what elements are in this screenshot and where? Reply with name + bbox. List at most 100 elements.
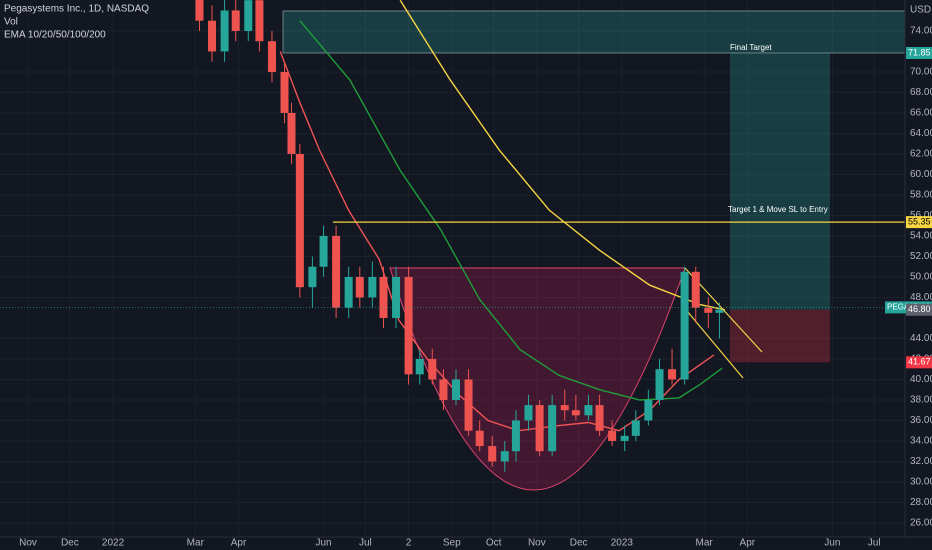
candle-body	[668, 369, 677, 380]
candle-body	[415, 358, 424, 375]
candle-body	[524, 405, 533, 421]
price-tag	[906, 216, 932, 229]
candle-body	[255, 0, 264, 42]
y-tick-label: 64.00	[910, 128, 932, 139]
y-tick-label: 34.00	[910, 436, 932, 447]
y-tick-label: 58.00	[910, 190, 932, 201]
candle-body	[195, 0, 204, 21]
stop-zone	[730, 309, 830, 363]
ema-line	[399, 0, 726, 311]
candle-body	[644, 399, 653, 421]
candle-body	[355, 276, 364, 298]
y-tick-label: 32.00	[910, 456, 932, 467]
y-tick-label: 56.00	[910, 210, 932, 221]
candle-body	[535, 405, 544, 452]
candle-body	[655, 369, 664, 400]
ema-line	[279, 51, 715, 432]
y-tick-label: 68.00	[910, 87, 932, 98]
price-tag	[906, 356, 932, 369]
candle-body	[368, 276, 377, 298]
candle-body	[231, 10, 240, 31]
y-tick-label: 38.00	[910, 395, 932, 406]
x-tick-label: Jul	[868, 538, 881, 549]
ema-line	[299, 20, 723, 401]
candle-body	[500, 451, 509, 462]
chart-title: Pegasystems Inc., 1D, NASDAQ	[4, 4, 149, 15]
x-tick-label: Mar	[696, 538, 714, 549]
candle-body	[704, 307, 713, 313]
candle-body	[267, 41, 276, 72]
candle-body	[439, 379, 448, 400]
price-tag-label: 55.35	[908, 216, 931, 226]
x-tick-label: 2	[406, 538, 412, 549]
candle-body	[344, 276, 353, 308]
y-tick-label: 74.00	[910, 26, 932, 37]
y-tick-label: 40.00	[910, 374, 932, 385]
y-tick-label: 70.00	[910, 67, 932, 78]
right-axis: 26.00 28.00 30.00 32.00 34.00 36.00 38.00 40.00…	[885, 26, 932, 529]
candles	[195, 0, 724, 472]
candle-body	[220, 10, 229, 52]
candle-body	[715, 309, 724, 313]
x-tick-label: Mar	[187, 538, 205, 549]
channel-lower	[681, 304, 744, 379]
x-tick-label: 2022	[102, 538, 125, 549]
y-tick-label: 36.00	[910, 415, 932, 426]
y-tick-label: 48.00	[910, 292, 932, 303]
x-tick-label: Jul	[359, 538, 372, 549]
x-tick-label: Nov	[528, 538, 546, 549]
price-tag	[906, 303, 932, 316]
candle-body	[691, 271, 700, 308]
candle-body	[464, 379, 473, 431]
candle-body	[631, 420, 640, 436]
y-tick-label: 52.00	[910, 251, 932, 262]
x-tick-label: 2023	[611, 538, 634, 549]
candle-body	[280, 71, 289, 113]
symbol-tag	[885, 301, 906, 314]
candle-body	[295, 153, 304, 288]
y-tick-label: 28.00	[910, 497, 932, 508]
candle-body	[308, 266, 317, 288]
x-tick-label: Apr	[231, 538, 247, 549]
candle-body	[620, 435, 629, 441]
candle-body	[332, 235, 341, 308]
candle-body	[680, 271, 689, 380]
candle-body	[595, 405, 604, 431]
y-tick-label: 50.00	[910, 272, 932, 283]
candle-body	[451, 379, 460, 400]
y-tick-label: 66.00	[910, 108, 932, 119]
candle-body	[475, 430, 484, 447]
x-tick-label: Dec	[570, 538, 588, 549]
candle-body	[404, 276, 413, 375]
candle-body	[428, 358, 437, 380]
annotation: Final Target	[730, 43, 772, 52]
x-tick-label: Dec	[61, 538, 79, 549]
y-tick-label: 62.00	[910, 149, 932, 160]
candle-body	[571, 410, 580, 416]
candle-body	[319, 235, 328, 267]
plot-area: Final Target Target 1 & Move SL to Entry	[0, 0, 905, 491]
bottom-axis: Nov Dec 2022 Mar Apr Jun Jul 2 Sep Oct Nov Dec 2023 M…	[19, 538, 880, 549]
candle-body	[584, 405, 593, 416]
symbol-tag-label: PEGA	[887, 303, 910, 312]
x-tick-label: Oct	[486, 538, 502, 549]
target-zone	[730, 52, 830, 310]
price-tag-label: 46.80	[908, 304, 931, 314]
legend-line: Vol	[4, 17, 18, 28]
annotation: Target 1 & Move SL to Entry	[728, 205, 828, 214]
price-tag-label: 71.85	[908, 47, 931, 57]
y-tick-label: 54.00	[910, 231, 932, 242]
price-tag	[906, 46, 932, 59]
y-tick-label: 60.00	[910, 169, 932, 180]
candle-body	[548, 405, 557, 452]
x-tick-label: Nov	[19, 538, 37, 549]
x-tick-label: Apr	[740, 538, 756, 549]
candle-body	[511, 420, 520, 452]
currency: USD	[910, 5, 931, 16]
x-tick-label: Sep	[443, 538, 461, 549]
candle-body	[208, 20, 217, 52]
y-tick-label: 30.00	[910, 477, 932, 488]
price-tag-label: 41.67	[908, 357, 931, 367]
legend-line: EMA 10/20/50/100/200	[4, 30, 106, 41]
